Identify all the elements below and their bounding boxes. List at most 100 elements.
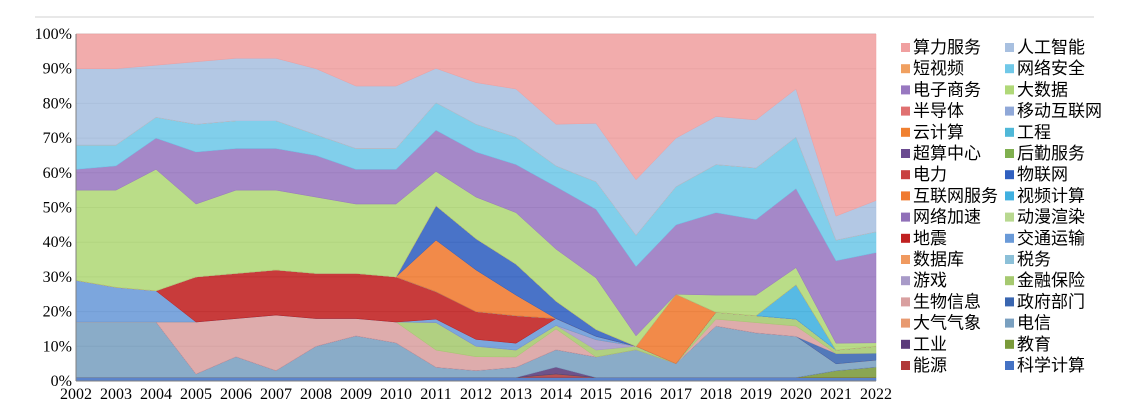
legend-swatch [901,85,910,95]
y-tick-labels: 0% 10% 20% 30% 40% 50% 60% 70% 80% 90% 100% [35,26,72,390]
legend-label: 大数据 [1017,80,1068,100]
legend-swatch [901,297,910,307]
x-tick-label: 2011 [420,386,451,403]
legend-swatch [1005,297,1014,307]
legend-label: 云计算 [913,123,964,143]
legend-label: 地震 [913,229,947,249]
x-tick-label: 2012 [460,386,492,403]
legend-swatch [1005,212,1014,222]
legend-swatch [901,170,910,180]
legend-label: 移动互联网 [1017,102,1102,122]
x-tick-label: 2007 [260,386,292,403]
legend-label: 视频计算 [1017,186,1085,206]
legend-swatch [1005,170,1014,180]
legend-label: 电信 [1017,314,1051,334]
legend-label: 能源 [913,356,947,376]
y-tick-label: 70% [43,130,72,147]
legend-swatch [901,212,910,222]
x-tick-labels: 2002 2003 2004 2005 2006 2007 2008 2009 2010 2011… [60,386,892,403]
y-tick-label: 10% [43,338,72,355]
x-tick-label: 2013 [500,386,532,403]
legend-label: 超算中心 [913,144,981,164]
y-tick-label: 50% [43,200,72,217]
x-tick-label: 2017 [660,386,692,403]
x-tick-label: 2008 [300,386,332,403]
legend-label: 交通运输 [1017,229,1085,249]
legend-swatch [1005,339,1014,349]
x-tick-label: 2003 [100,386,132,403]
x-tick-label: 2016 [620,386,652,403]
legend-swatch [1005,106,1014,116]
x-tick-label: 2010 [380,386,412,403]
legend-swatch [901,43,910,52]
legend-swatch [1005,149,1014,158]
x-tick-label: 2019 [740,386,772,403]
legend-label: 后勤服务 [1017,144,1085,164]
x-tick-label: 2006 [220,386,252,403]
legend-label: 税务 [1017,250,1051,270]
legend-label: 科学计算 [1017,356,1085,376]
legend-label: 动漫渲染 [1017,208,1085,228]
area-科学计算 [75,377,877,382]
legend-label: 物联网 [1017,165,1068,185]
legend-label: 算力服务 [913,38,981,58]
legend-swatch [1005,127,1014,137]
y-tick-label: 90% [43,61,72,78]
legend-label: 半导体 [913,102,964,122]
legend-swatch [901,191,910,201]
legend-swatch [901,255,910,264]
y-tick-label: 40% [43,234,72,251]
axes [75,34,876,382]
legend-swatch [901,339,910,349]
x-tick-label: 2002 [60,386,92,403]
legend-label: 教育 [1017,335,1051,355]
area-series [75,33,877,382]
legend-swatch [901,106,910,116]
area-算力服务 [75,33,877,217]
y-tick-label: 30% [43,269,72,286]
legend-swatch [1005,233,1014,243]
legend-label: 电力 [913,165,947,185]
legend-swatch [1005,276,1014,286]
legend-swatch [1005,85,1014,95]
legend-swatch [901,233,910,243]
legend-label: 电子商务 [913,80,981,100]
x-tick-label: 2018 [700,386,732,403]
legend-label: 数据库 [913,250,964,270]
legend-label: 网络安全 [1017,59,1085,79]
x-tick-label: 2004 [140,386,172,403]
legend-swatch [901,127,910,137]
legend-swatch [901,361,910,370]
legend-swatch [1005,64,1014,74]
y-tick-label: 100% [35,26,72,43]
x-tick-label: 2022 [860,386,892,403]
legend-label: 人工智能 [1017,38,1085,58]
legend-label: 政府部门 [1017,292,1085,312]
legend-label: 互联网服务 [913,186,998,206]
legend-label: 网络加速 [913,208,981,228]
legend-swatch [1005,361,1014,370]
legend-swatch [901,64,910,74]
y-tick-label: 20% [43,304,72,321]
x-tick-label: 2014 [540,386,572,403]
legend-swatch [1005,43,1014,52]
x-tick-label: 2009 [340,386,372,403]
legend-label: 生物信息 [913,292,981,312]
legend-swatch [901,318,910,328]
legend-label: 工业 [913,335,947,355]
legend-swatch [901,149,910,158]
legend-label: 短视频 [913,59,964,79]
legend-label: 金融保险 [1017,271,1085,291]
legend-swatch [1005,255,1014,264]
x-tick-label: 2015 [580,386,612,403]
y-tick-label: 60% [43,165,72,182]
legend-swatch [901,276,910,286]
y-tick-label: 80% [43,95,72,112]
x-tick-label: 2020 [780,386,812,403]
legend-label: 大气气象 [913,314,981,334]
x-tick-label: 2005 [180,386,212,403]
legend-swatch [1005,191,1014,201]
